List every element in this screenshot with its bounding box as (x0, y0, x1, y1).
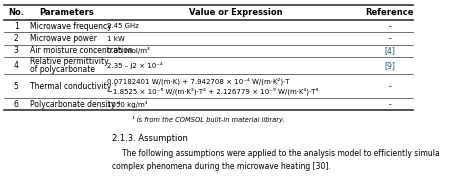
Text: Polycarbonate density ¹: Polycarbonate density ¹ (30, 100, 121, 109)
Text: 2.35 – j2 × 10⁻⁴: 2.35 – j2 × 10⁻⁴ (107, 62, 163, 69)
Text: of polycarbonate: of polycarbonate (30, 65, 95, 74)
Text: -: - (389, 100, 391, 109)
Text: Relative permittivity: Relative permittivity (30, 57, 109, 66)
Text: -: - (389, 34, 391, 43)
Text: Air moisture concentration: Air moisture concentration (30, 46, 133, 55)
Text: ¹ is from the COMSOL built-in material library.: ¹ is from the COMSOL built-in material l… (132, 116, 285, 123)
Text: Microwave power: Microwave power (30, 34, 97, 43)
Text: Value or Expression: Value or Expression (189, 8, 283, 17)
Text: Reference: Reference (365, 8, 414, 17)
Text: [4]: [4] (384, 46, 395, 55)
Text: Parameters: Parameters (39, 8, 94, 17)
Text: −1.8525 × 10⁻⁶ W/(m·K²)·T² + 2.126779 × 10⁻⁹ W/(m·K⁴)·T³: −1.8525 × 10⁻⁶ W/(m·K²)·T² + 2.126779 × … (107, 88, 319, 95)
Text: [9]: [9] (384, 61, 395, 70)
Text: 1: 1 (14, 22, 18, 31)
Text: complex phenomena during the microwave heating [30].: complex phenomena during the microwave h… (112, 162, 331, 171)
Text: Microwave frequency: Microwave frequency (30, 22, 112, 31)
Text: 1 kW: 1 kW (107, 36, 125, 42)
Text: 6: 6 (14, 100, 18, 109)
Text: The following assumptions were applied to the analysis model to efficiently simu: The following assumptions were applied t… (122, 150, 440, 158)
Text: 3: 3 (14, 46, 18, 55)
Text: 4: 4 (14, 61, 18, 70)
Text: 2: 2 (14, 34, 18, 43)
Text: -: - (389, 82, 391, 91)
Text: 0.07182401 W/(m·K) + 7.942708 × 10⁻⁴ W/(m·K²)·T: 0.07182401 W/(m·K) + 7.942708 × 10⁻⁴ W/(… (107, 77, 290, 85)
Text: 2.1.3. Assumption: 2.1.3. Assumption (112, 134, 188, 143)
Text: Thermal conductivity ¹: Thermal conductivity ¹ (30, 82, 117, 91)
Text: 2.45 GHz: 2.45 GHz (107, 23, 139, 29)
Text: 5: 5 (14, 82, 18, 91)
Text: No.: No. (8, 8, 24, 17)
Text: -: - (389, 22, 391, 31)
Text: 0.05 mol/m³: 0.05 mol/m³ (107, 47, 150, 54)
Text: 1050 kg/m³: 1050 kg/m³ (107, 101, 147, 108)
